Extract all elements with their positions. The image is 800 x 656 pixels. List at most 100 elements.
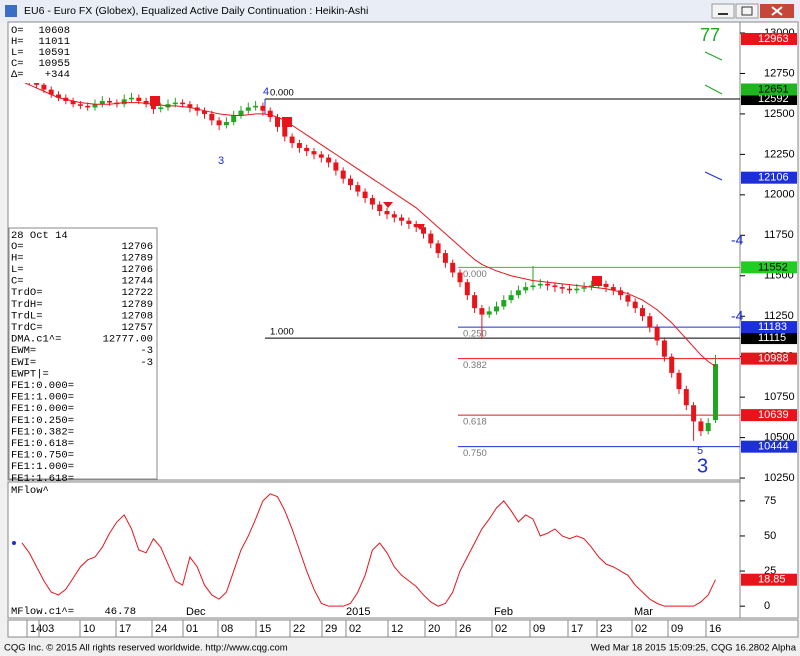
- candle-body: [618, 290, 624, 296]
- candle-body: [77, 104, 83, 106]
- price-tag: [741, 332, 797, 345]
- data-panel-label: FE1:0.250=: [11, 415, 74, 427]
- candle-body: [610, 287, 616, 291]
- signal-square: [282, 117, 292, 127]
- price-tag-label: 10988: [758, 353, 789, 365]
- date-label: 08: [221, 623, 233, 635]
- candle-body: [640, 308, 645, 317]
- value-axis: [739, 21, 799, 619]
- data-panel-label: C=: [11, 276, 24, 288]
- candle-body: [384, 211, 390, 215]
- data-panel-label: O=: [11, 241, 24, 253]
- candle-body: [559, 287, 565, 289]
- price-tag-label: 11183: [758, 321, 787, 333]
- fib-label: 0.750: [463, 448, 487, 459]
- candle-body: [399, 217, 405, 221]
- price-tag-label: 11115: [758, 332, 786, 344]
- month-label: 2015: [346, 606, 370, 618]
- data-panel-label: EWM=: [11, 345, 36, 357]
- price-tick-label: 12750: [764, 67, 795, 79]
- ohlc-label: H=: [11, 36, 24, 48]
- start-dot: [12, 540, 16, 545]
- price-tick-label: 10250: [764, 472, 795, 484]
- candle-body: [705, 423, 711, 432]
- data-panel-value: 12706: [121, 241, 153, 253]
- ohlc-label: O=: [11, 25, 24, 37]
- candle-body: [158, 107, 164, 110]
- data-panel-label: TrdC=: [11, 322, 43, 334]
- indicator-panel: [7, 481, 741, 619]
- title-bar: [0, 0, 800, 22]
- wave-label: 3: [697, 455, 708, 477]
- price-tag: [741, 321, 797, 334]
- app-icon: [5, 5, 17, 17]
- trend-stub: [704, 84, 723, 95]
- data-panel-label: FE1:1.000=: [11, 392, 74, 404]
- candle-body: [713, 363, 718, 421]
- candle-body: [406, 220, 412, 224]
- candle-body: [574, 288, 580, 291]
- maximize-button[interactable]: [735, 3, 759, 19]
- candle-body: [143, 100, 149, 105]
- month-label: Dec: [186, 606, 206, 618]
- candle-body: [647, 316, 653, 328]
- candle-body: [150, 104, 156, 110]
- window-title: EU6 - Euro FX (Globex), Equalized Active…: [24, 5, 368, 17]
- price-tag-label: 12106: [758, 172, 789, 184]
- candle-body: [552, 285, 558, 288]
- data-panel-label: FE1:1.000=: [11, 461, 74, 473]
- price-tag: [741, 93, 797, 106]
- candle-body: [545, 283, 551, 286]
- indicator-tick-label: 0: [764, 600, 770, 612]
- minimize-button[interactable]: [711, 3, 735, 19]
- candle-body: [661, 340, 667, 357]
- ohlc-box: [9, 23, 85, 83]
- candle-body: [304, 147, 310, 152]
- data-panel-label: TrdH=: [11, 299, 43, 311]
- date-label: 10: [83, 623, 95, 635]
- candle-body: [494, 306, 499, 312]
- data-panel-value: 12789: [121, 299, 153, 311]
- date-label: 20: [428, 623, 440, 635]
- candle-body: [253, 105, 259, 108]
- candle-body: [625, 295, 631, 302]
- count-label: 77: [700, 25, 720, 45]
- price-tick-label: 12500: [764, 108, 795, 120]
- price-tick-label: 12000: [764, 189, 795, 201]
- date-label: 22: [293, 623, 305, 635]
- candle-body: [282, 126, 288, 137]
- price-tag: [741, 440, 797, 453]
- candle-body: [421, 227, 426, 234]
- indicator-readout-label: MFlow.c1^=: [11, 606, 74, 618]
- candle-body: [202, 110, 207, 114]
- price-tag-label: 10444: [758, 441, 789, 453]
- data-panel-value: 12757: [121, 322, 153, 334]
- indicator-readout-box: [9, 605, 139, 617]
- price-tag-label: 12963: [758, 33, 789, 45]
- candle-body: [326, 157, 332, 163]
- candle-body: [289, 136, 295, 144]
- maximize-icon: [741, 6, 753, 16]
- price-tick-label: 10500: [764, 432, 795, 444]
- date-label: 17: [571, 623, 583, 635]
- footer-left: CQG Inc. © 2015 All rights reserved worl…: [4, 643, 288, 654]
- candle-body: [567, 288, 572, 291]
- signal-square: [592, 276, 602, 286]
- close-icon: [771, 6, 783, 16]
- candle-body: [588, 285, 594, 288]
- data-panel-value: -3: [140, 345, 153, 357]
- candle-body: [632, 301, 638, 309]
- indicator-tag-label: 18.85: [758, 574, 786, 586]
- month-label: Feb: [494, 606, 513, 618]
- wave-label: 3: [218, 155, 224, 167]
- candle-body: [180, 102, 186, 105]
- candle-body: [450, 262, 456, 273]
- date-label: 12: [391, 623, 403, 635]
- candle-body: [523, 287, 529, 291]
- candle-body: [70, 100, 76, 105]
- fib-label: 0.250: [463, 329, 487, 340]
- data-panel-label: EWPT|=: [11, 368, 49, 380]
- price-tag: [741, 83, 797, 96]
- price-tag-label: 11552: [758, 261, 788, 273]
- indicator-readout-value: 46.78: [104, 606, 136, 618]
